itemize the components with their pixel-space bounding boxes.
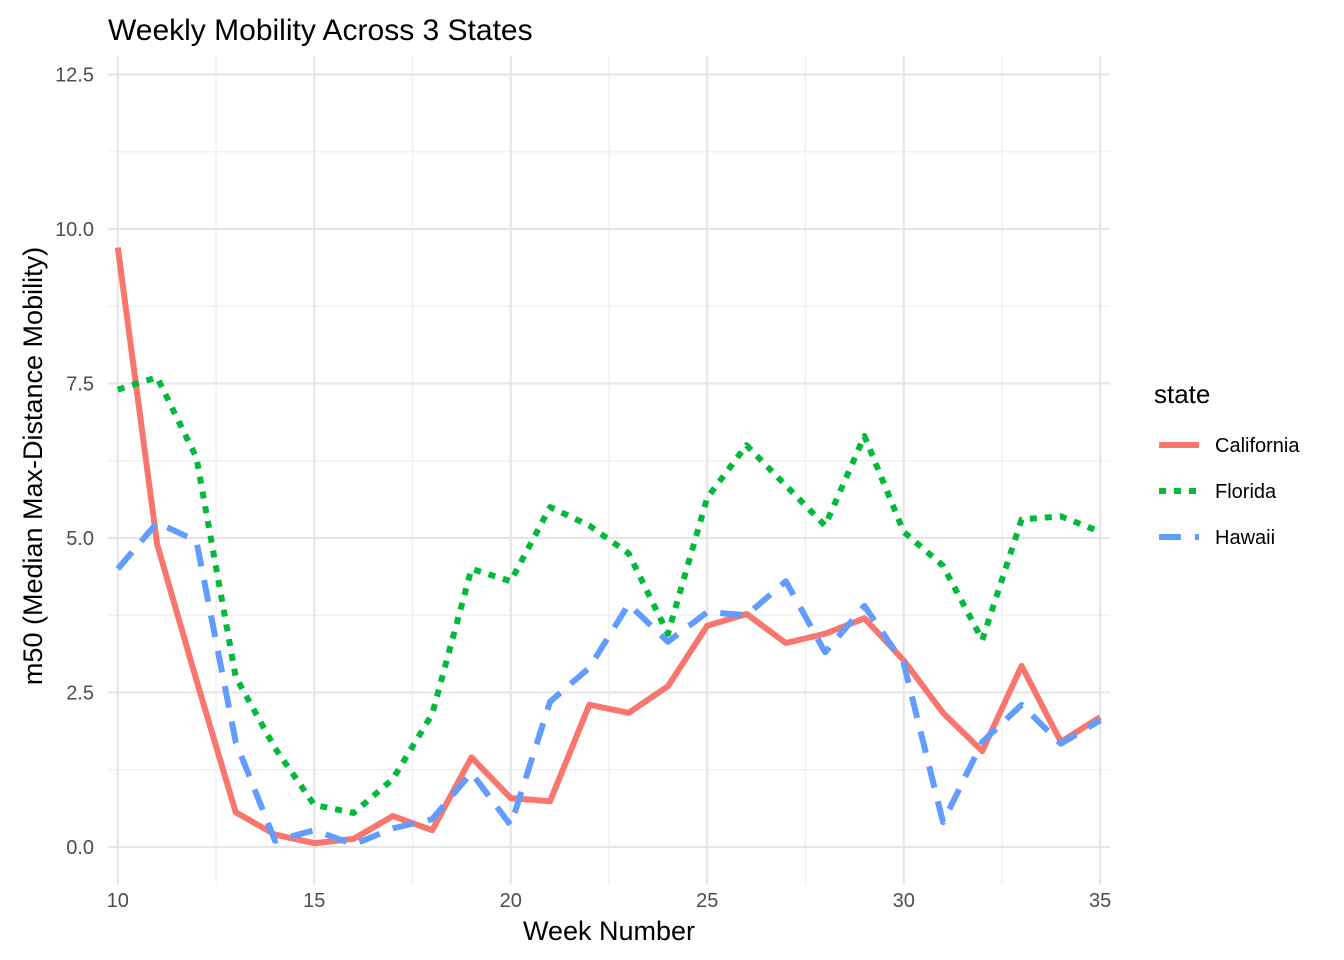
x-tick-label: 35 <box>1089 890 1111 912</box>
legend-title: state <box>1154 379 1210 409</box>
y-tick-label: 7.5 <box>66 373 94 395</box>
legend-items: California Florida Hawaii <box>1159 435 1300 549</box>
x-axis-ticks: 10 15 20 25 30 35 <box>107 890 1112 912</box>
gridlines <box>108 56 1110 884</box>
y-tick-label: 12.5 <box>55 65 94 87</box>
y-axis-title: m50 (Median Max-Distance Mobility) <box>18 247 48 685</box>
y-axis-ticks: 0.0 2.5 5.0 7.5 10.0 12.5 <box>55 65 94 859</box>
x-tick-label: 20 <box>500 890 522 912</box>
x-tick-label: 10 <box>107 890 129 912</box>
y-tick-label: 10.0 <box>55 219 94 241</box>
x-tick-label: 25 <box>696 890 718 912</box>
y-tick-label: 0.0 <box>66 837 94 859</box>
chart-title: Weekly Mobility Across 3 States <box>108 14 533 47</box>
legend-item-california: California <box>1159 435 1300 457</box>
y-tick-label: 5.0 <box>66 528 94 550</box>
legend-label-hawaii: Hawaii <box>1215 527 1275 549</box>
legend-item-hawaii: Hawaii <box>1159 527 1275 549</box>
series-line-california <box>114 247 1102 847</box>
y-tick-label: 2.5 <box>66 682 94 704</box>
x-tick-label: 30 <box>893 890 915 912</box>
x-axis-title: Week Number <box>523 916 695 946</box>
legend-label-california: California <box>1215 435 1300 457</box>
series-group <box>114 247 1102 848</box>
legend-item-florida: Florida <box>1159 481 1277 503</box>
legend: state California Florida Hawaii <box>1154 379 1300 549</box>
x-tick-label: 15 <box>303 890 325 912</box>
legend-label-florida: Florida <box>1215 481 1277 503</box>
